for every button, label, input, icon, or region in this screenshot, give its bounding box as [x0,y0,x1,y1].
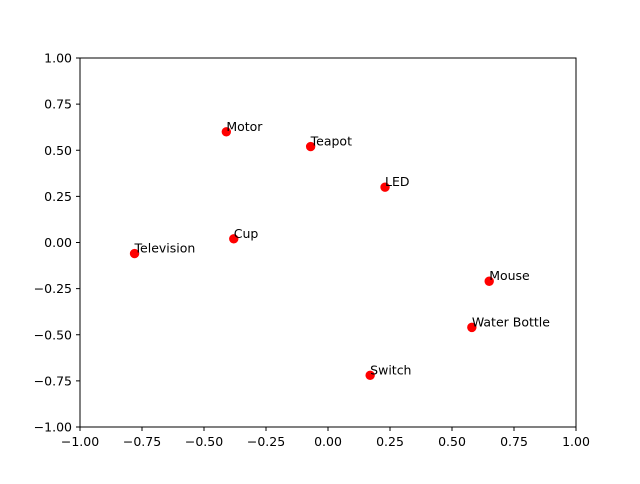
x-tick-label: 0.00 [314,434,342,449]
y-tick-label: −0.50 [34,327,72,342]
x-tick-label: 0.75 [500,434,528,449]
data-point [467,322,477,333]
y-tick-label: 0.25 [44,189,72,204]
data-point [221,127,232,137]
point-label: Switch [370,362,411,377]
y-tick-label: 0.75 [44,97,72,112]
y-tick-label: −0.25 [34,281,72,296]
y-tick-label: −0.75 [34,373,72,388]
data-points: Motor Teapot LED Cup Television Mouse Water Bo… [129,119,550,381]
data-point [229,234,239,244]
x-tick-label: 0.25 [376,434,404,449]
point-label: LED [385,174,410,189]
point-label: Television [134,241,196,256]
x-tick-label: −0.50 [185,434,223,449]
y-tick-label: −1.00 [34,420,72,435]
plot-frame [79,57,577,428]
y-tick-label: 1.00 [44,51,72,66]
x-tick-label: −0.75 [123,434,161,449]
data-point [365,370,375,381]
data-point [380,182,390,192]
x-tick-label: 1.00 [562,434,590,449]
x-tick-label: −0.25 [247,434,285,449]
y-tick-label: 0.00 [44,235,72,250]
point-label: Cup [234,226,259,241]
point-label: Water Bottle [472,314,550,329]
x-tick-label: 0.50 [438,434,466,449]
data-point [305,141,316,152]
data-point [129,248,140,259]
x-tick-label: −1.00 [61,434,99,449]
point-label: Teapot [310,134,352,149]
point-label: Motor [226,119,263,134]
y-axis: −1.00 −0.75 −0.50 −0.25 0.00 0.25 0.50 0.75 1.00 [34,51,80,435]
data-point [484,276,494,286]
y-tick-label: 0.50 [44,143,72,158]
plot-area [80,58,576,427]
x-axis: −1.00 −0.75 −0.50 −0.25 0.00 0.25 0.50 0.75 1.00 [61,427,590,449]
point-label: Mouse [489,268,530,283]
